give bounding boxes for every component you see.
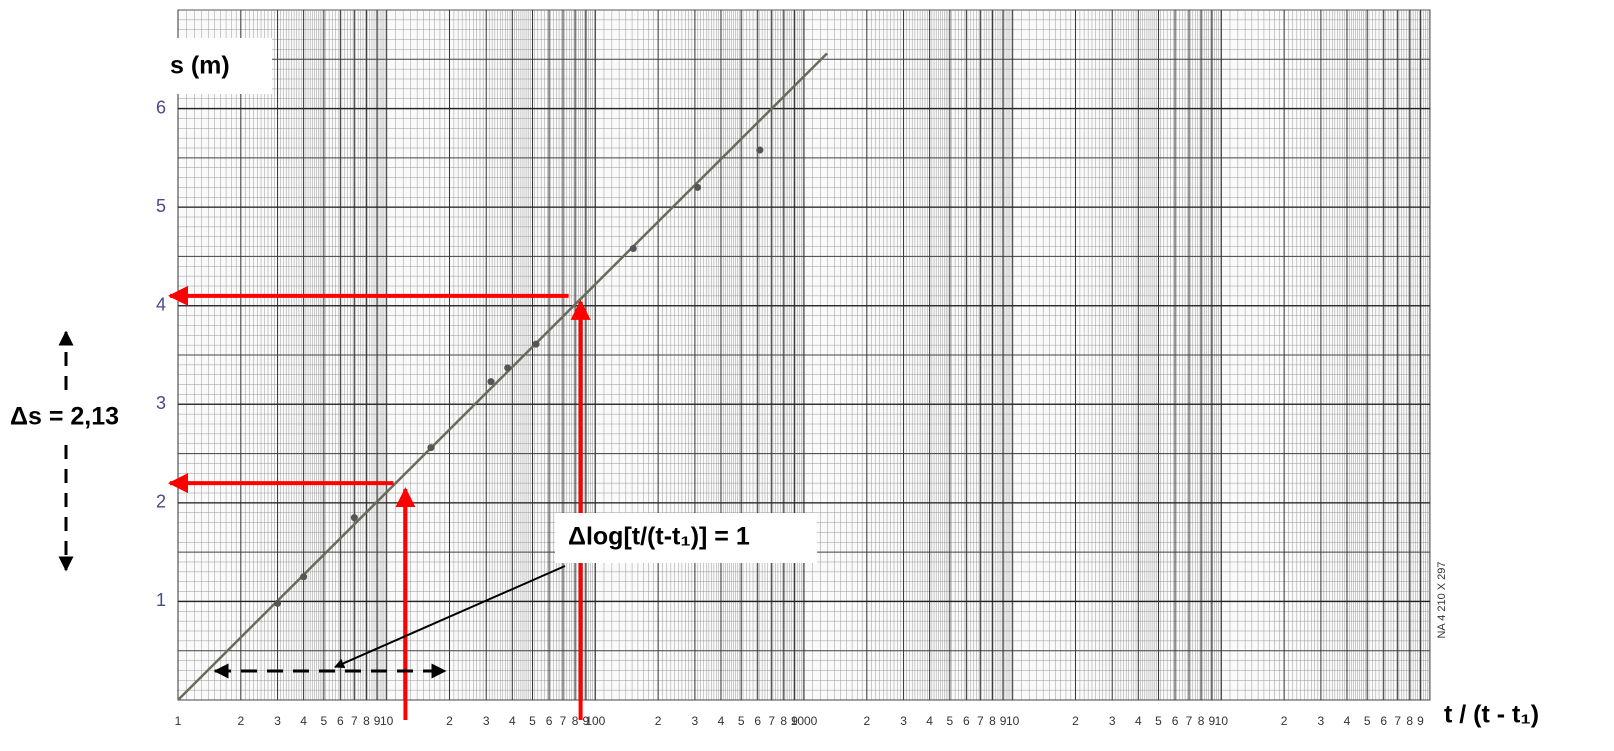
x-tick-label: 7: [977, 714, 984, 728]
x-tick-label: 2: [1072, 714, 1079, 728]
x-tick-label: 6: [963, 714, 970, 728]
x-tick-label: 6: [1380, 714, 1387, 728]
delta-s-label: Δs = 2,13: [10, 403, 119, 431]
y-axis-label: s (m): [170, 52, 230, 80]
data-point: [533, 341, 540, 348]
data-point: [487, 378, 494, 385]
x-tick-label: 6: [754, 714, 761, 728]
x-tick-label: 5: [321, 714, 328, 728]
x-tick-label: 8: [780, 714, 787, 728]
x-tick-label: 4: [1344, 714, 1351, 728]
paper-label: NA 4 210 X 297: [1436, 561, 1448, 638]
x-tick-label: 4: [509, 714, 516, 728]
y-tick-label: 2: [156, 492, 166, 512]
y-tick-label: 1: [156, 590, 166, 610]
data-point: [756, 146, 763, 153]
x-tick-label: 8: [1406, 714, 1413, 728]
x-tick-label: 10: [1215, 714, 1229, 728]
x-tick-label: 4: [1135, 714, 1142, 728]
x-tick-label: 2: [1281, 714, 1288, 728]
x-tick-label: 3: [1318, 714, 1325, 728]
x-tick-label: 8: [572, 714, 579, 728]
delta-log-label: Δlog[t/(t-t₁)] = 1: [568, 523, 750, 551]
data-point: [504, 364, 511, 371]
x-tick-label: 2: [863, 714, 870, 728]
data-point: [300, 573, 307, 580]
y-tick-label: 6: [156, 97, 166, 117]
x-tick-label: 1000: [791, 714, 818, 728]
x-tick-label: 7: [560, 714, 567, 728]
x-tick-label: 5: [738, 714, 745, 728]
data-point: [351, 514, 358, 521]
x-tick-label: 2: [446, 714, 453, 728]
x-tick-label: 4: [926, 714, 933, 728]
x-tick-label: 8: [363, 714, 370, 728]
x-tick-label: 3: [900, 714, 907, 728]
x-tick-label: 2: [237, 714, 244, 728]
x-tick-label: 7: [351, 714, 358, 728]
x-tick-label: 3: [692, 714, 699, 728]
x-tick-label: 8: [989, 714, 996, 728]
x-tick-label: 7: [1186, 714, 1193, 728]
x-tick-label: 7: [768, 714, 775, 728]
x-tick-label: 8: [1198, 714, 1205, 728]
x-tick-label: 4: [300, 714, 307, 728]
data-point: [694, 184, 701, 191]
data-point: [427, 444, 434, 451]
x-tick-label: 7: [1394, 714, 1401, 728]
x-tick-label: 1: [175, 714, 182, 728]
x-axis-label: t / (t - t₁): [1444, 701, 1539, 729]
chart: 1234567891023456789100234567891000234567…: [0, 0, 1614, 751]
data-point: [274, 600, 281, 607]
x-tick-label: 3: [483, 714, 490, 728]
x-tick-label: 6: [546, 714, 553, 728]
x-tick-label: 6: [1172, 714, 1179, 728]
x-tick-label: 5: [1364, 714, 1371, 728]
x-tick-label: 10: [1006, 714, 1020, 728]
x-tick-label: 9: [1417, 714, 1424, 728]
x-tick-label: 10: [380, 714, 394, 728]
y-tick-label: 5: [156, 196, 166, 216]
x-tick-label: 5: [529, 714, 536, 728]
x-tick-label: 2: [655, 714, 662, 728]
x-tick-label: 6: [337, 714, 344, 728]
data-point: [630, 245, 637, 252]
x-tick-label: 5: [1155, 714, 1162, 728]
x-tick-label: 4: [718, 714, 725, 728]
y-tick-label: 3: [156, 393, 166, 413]
x-tick-label: 3: [274, 714, 281, 728]
x-tick-label: 5: [947, 714, 954, 728]
y-tick-label: 4: [156, 294, 166, 314]
x-tick-label: 3: [1109, 714, 1116, 728]
x-tick-label: 100: [585, 714, 605, 728]
